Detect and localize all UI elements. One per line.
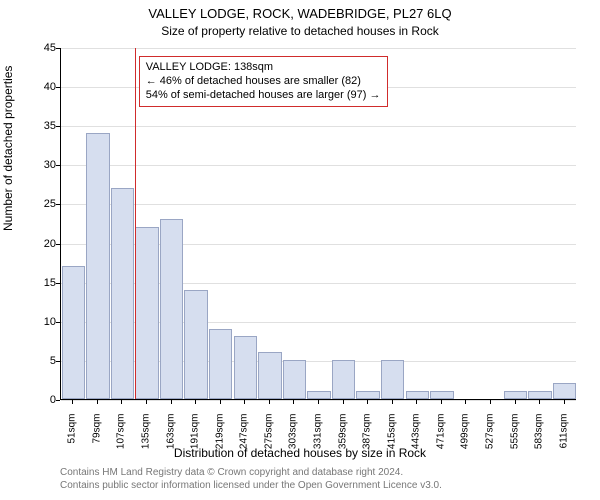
y-tick-label: 15 bbox=[26, 277, 56, 289]
x-tick-label: 51sqm bbox=[67, 414, 78, 464]
y-axis-label: Number of detached properties bbox=[1, 66, 15, 231]
histogram-bar bbox=[553, 383, 576, 399]
y-tick-label: 5 bbox=[26, 355, 56, 367]
x-tick-label: 359sqm bbox=[337, 414, 348, 464]
gridline bbox=[61, 165, 576, 166]
histogram-bar bbox=[528, 391, 551, 399]
y-tick-label: 30 bbox=[26, 159, 56, 171]
x-tick-mark bbox=[269, 400, 270, 404]
histogram-bar bbox=[356, 391, 379, 399]
y-tick-mark bbox=[56, 48, 60, 49]
x-tick-label: 331sqm bbox=[313, 414, 324, 464]
histogram-bar bbox=[209, 329, 232, 399]
y-tick-label: 20 bbox=[26, 238, 56, 250]
x-tick-mark bbox=[367, 400, 368, 404]
x-tick-mark bbox=[195, 400, 196, 404]
histogram-bar bbox=[86, 133, 109, 399]
gridline bbox=[61, 48, 576, 49]
y-tick-label: 45 bbox=[26, 42, 56, 54]
y-tick-mark bbox=[56, 204, 60, 205]
x-tick-mark bbox=[97, 400, 98, 404]
x-tick-mark bbox=[220, 400, 221, 404]
x-tick-mark bbox=[515, 400, 516, 404]
histogram-bar bbox=[111, 188, 134, 399]
x-tick-label: 275sqm bbox=[263, 414, 274, 464]
x-tick-label: 79sqm bbox=[91, 414, 102, 464]
x-tick-mark bbox=[121, 400, 122, 404]
annotation-line1: VALLEY LODGE: 138sqm bbox=[146, 60, 381, 74]
histogram-bar bbox=[283, 360, 306, 399]
x-tick-mark bbox=[244, 400, 245, 404]
x-tick-label: 527sqm bbox=[485, 414, 496, 464]
x-tick-label: 191sqm bbox=[190, 414, 201, 464]
y-tick-mark bbox=[56, 322, 60, 323]
chart-title-line2: Size of property relative to detached ho… bbox=[0, 24, 600, 38]
x-tick-label: 471sqm bbox=[435, 414, 446, 464]
reference-line bbox=[135, 48, 136, 399]
histogram-bar bbox=[430, 391, 453, 399]
histogram-bar bbox=[62, 266, 85, 399]
y-tick-mark bbox=[56, 87, 60, 88]
x-tick-mark bbox=[72, 400, 73, 404]
histogram-bar bbox=[307, 391, 330, 399]
x-tick-mark bbox=[293, 400, 294, 404]
y-tick-label: 40 bbox=[26, 81, 56, 93]
x-tick-label: 163sqm bbox=[165, 414, 176, 464]
footer-line1: Contains HM Land Registry data © Crown c… bbox=[60, 466, 442, 479]
histogram-bar bbox=[504, 391, 527, 399]
histogram-bar bbox=[160, 219, 183, 399]
x-tick-mark bbox=[146, 400, 147, 404]
annotation-line3: 54% of semi-detached houses are larger (… bbox=[146, 88, 381, 102]
y-tick-label: 25 bbox=[26, 198, 56, 210]
chart-title-line1: VALLEY LODGE, ROCK, WADEBRIDGE, PL27 6LQ bbox=[0, 6, 600, 21]
y-tick-mark bbox=[56, 361, 60, 362]
footer-attribution: Contains HM Land Registry data © Crown c… bbox=[60, 466, 442, 492]
y-tick-mark bbox=[56, 165, 60, 166]
histogram-bar bbox=[234, 336, 257, 399]
footer-line2: Contains public sector information licen… bbox=[60, 479, 442, 492]
y-tick-mark bbox=[56, 283, 60, 284]
x-tick-mark bbox=[564, 400, 565, 404]
x-tick-mark bbox=[441, 400, 442, 404]
histogram-bar bbox=[184, 290, 207, 400]
x-tick-label: 415sqm bbox=[386, 414, 397, 464]
x-tick-label: 135sqm bbox=[141, 414, 152, 464]
x-tick-label: 387sqm bbox=[362, 414, 373, 464]
histogram-bar bbox=[332, 360, 355, 399]
histogram-bar bbox=[258, 352, 281, 399]
x-tick-mark bbox=[318, 400, 319, 404]
x-tick-label: 611sqm bbox=[558, 414, 569, 464]
x-tick-label: 555sqm bbox=[509, 414, 520, 464]
x-tick-mark bbox=[465, 400, 466, 404]
x-tick-label: 443sqm bbox=[411, 414, 422, 464]
x-tick-mark bbox=[490, 400, 491, 404]
y-tick-mark bbox=[56, 126, 60, 127]
x-tick-mark bbox=[539, 400, 540, 404]
y-tick-label: 35 bbox=[26, 120, 56, 132]
y-tick-label: 10 bbox=[26, 316, 56, 328]
annotation-line2: ← 46% of detached houses are smaller (82… bbox=[146, 74, 381, 88]
x-tick-label: 499sqm bbox=[460, 414, 471, 464]
x-tick-mark bbox=[171, 400, 172, 404]
x-tick-mark bbox=[343, 400, 344, 404]
plot-area: VALLEY LODGE: 138sqm← 46% of detached ho… bbox=[60, 48, 576, 400]
x-tick-label: 107sqm bbox=[116, 414, 127, 464]
x-tick-mark bbox=[392, 400, 393, 404]
y-tick-mark bbox=[56, 244, 60, 245]
gridline bbox=[61, 204, 576, 205]
y-tick-label: 0 bbox=[26, 394, 56, 406]
x-tick-label: 583sqm bbox=[534, 414, 545, 464]
x-tick-label: 219sqm bbox=[214, 414, 225, 464]
x-tick-label: 303sqm bbox=[288, 414, 299, 464]
histogram-bar bbox=[135, 227, 158, 399]
x-tick-mark bbox=[416, 400, 417, 404]
y-tick-mark bbox=[56, 400, 60, 401]
gridline bbox=[61, 126, 576, 127]
x-tick-label: 247sqm bbox=[239, 414, 250, 464]
histogram-bar bbox=[381, 360, 404, 399]
annotation-box: VALLEY LODGE: 138sqm← 46% of detached ho… bbox=[139, 56, 388, 107]
histogram-bar bbox=[406, 391, 429, 399]
